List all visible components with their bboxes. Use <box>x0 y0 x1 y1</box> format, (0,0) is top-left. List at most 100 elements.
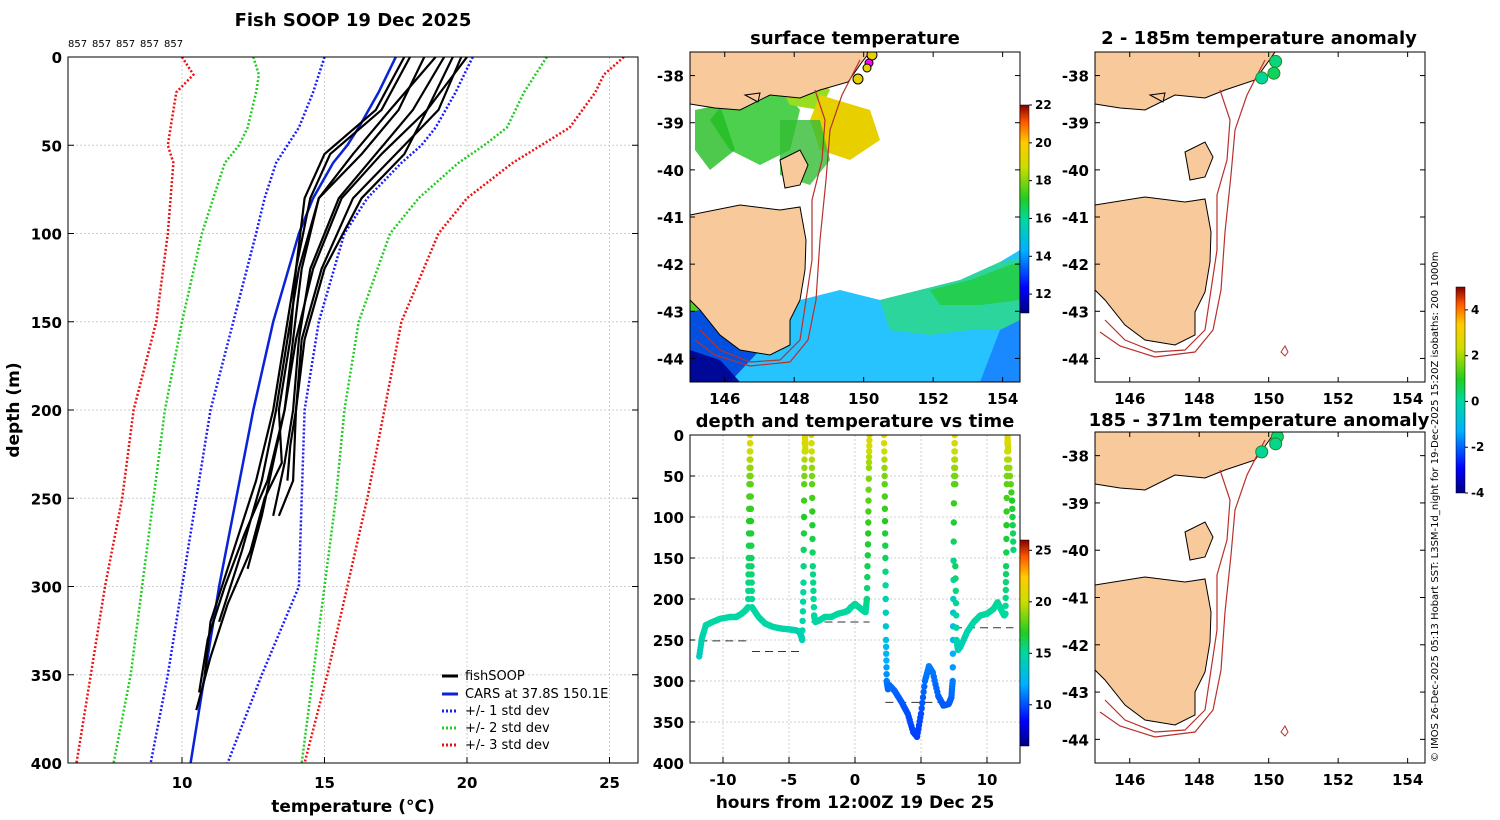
ts-point <box>865 497 872 504</box>
ts-point <box>882 595 889 603</box>
ts-point <box>747 456 754 463</box>
map-tick-label-y: -43 <box>1062 684 1089 702</box>
map-tick-label-y: -42 <box>1062 256 1089 274</box>
legend-sd3: +/- 3 std dev <box>465 738 550 753</box>
map-tick-label-x: 152 <box>1323 771 1354 789</box>
anomaly-upper-ticks: 146 148 150 152 154 -38 -39 -40 -41 -42 -43 -44 <box>1062 52 1425 408</box>
map-tick-label-y: -39 <box>1062 115 1089 133</box>
ts-point <box>747 505 755 512</box>
ts-point <box>809 535 816 543</box>
anomaly-lower-ticks: 146 148 150 152 154 -38 -39 -40 -41 -42 -43 -44 <box>1062 432 1425 789</box>
ts-point <box>747 481 754 488</box>
ts-point <box>919 694 927 701</box>
ts-point <box>1003 522 1010 529</box>
side-note: © IMOS 26-Dec-2025 05:13 Hobart SST: L3S… <box>1430 251 1441 762</box>
ts-point <box>748 571 755 578</box>
ts-point <box>917 710 925 717</box>
ts-point <box>866 437 873 444</box>
ts-point <box>1008 489 1015 496</box>
tick-label-x-20: 20 <box>457 774 478 792</box>
ts-point <box>949 664 956 671</box>
sst-map-ticks: 146 148 150 152 154 -38 -39 -40 -41 -42 -43 -44 <box>657 52 1020 408</box>
map-tick-label-x: 154 <box>987 390 1018 408</box>
ts-tick-label-x: 0 <box>850 771 860 789</box>
timeseries-panel: depth and temperature vs time -10 -5 0 5 100… <box>653 411 1052 813</box>
ts-point <box>800 513 808 521</box>
ts-point <box>809 571 817 578</box>
ts-point <box>1002 563 1010 570</box>
ts-point <box>799 608 807 615</box>
fish-cast-7 <box>246 57 454 570</box>
profile-panel: Fish SOOP 19 Dec 2025 857 857 857 857 857 10… <box>4 10 639 817</box>
map-tick-label-y: -38 <box>657 68 684 86</box>
ts-point <box>809 508 816 515</box>
colorbar-tick-label: 10 <box>1035 698 1052 712</box>
ts-point <box>1010 546 1017 553</box>
map-tick-label-x: 148 <box>1184 771 1215 789</box>
ts-point <box>865 459 873 466</box>
legend-sd1: +/- 1 std dev <box>465 704 550 719</box>
ts-point <box>1007 481 1014 488</box>
map-tick-label-y: -39 <box>657 115 684 133</box>
colorbar-tick-label: 22 <box>1035 98 1052 112</box>
ts-point <box>921 683 928 690</box>
ts-point <box>865 486 872 493</box>
anomaly-point <box>1269 54 1283 68</box>
ts-point <box>880 435 888 439</box>
map-tick-label-x: 148 <box>779 390 810 408</box>
tick-label-y-0: 0 <box>52 49 62 67</box>
ts-point <box>882 609 889 616</box>
ts-tick-label-y: 350 <box>653 714 684 732</box>
colorbar-tick-label: 12 <box>1035 287 1052 301</box>
anomaly-upper-land <box>1095 52 1276 346</box>
profile-x-label: temperature (°C) <box>271 797 435 817</box>
colorbar-tick-label: -2 <box>1471 440 1484 454</box>
anomaly-upper-panel: 2 - 185m temperature anomaly 146 148 150 15… <box>1062 28 1426 408</box>
sst-isobath-200 <box>699 89 826 363</box>
std-dev-line <box>149 57 326 763</box>
legend-sd2: +/- 2 std dev <box>465 721 550 736</box>
anomaly-lower-land <box>1095 432 1276 726</box>
tick-label-x-25: 25 <box>599 774 620 792</box>
ts-point <box>747 493 754 500</box>
colorbar-tick-label: -4 <box>1471 486 1484 500</box>
ts-point <box>865 519 872 526</box>
colorbar-tick-label: 16 <box>1035 211 1052 225</box>
ts-point <box>882 582 889 589</box>
map-tick-label-y: -41 <box>1062 590 1089 608</box>
sst-isobath-1000 <box>694 59 861 367</box>
sst-cast-markers <box>852 52 878 85</box>
ts-point <box>1003 508 1010 515</box>
tick-label-y-350: 350 <box>31 667 62 685</box>
map-tick-label-y: -38 <box>1062 68 1089 86</box>
ts-point <box>800 579 807 586</box>
ts-point <box>748 530 755 537</box>
ts-point <box>882 643 890 650</box>
ts-point <box>882 623 890 630</box>
cast-id-label: 857 <box>164 39 183 50</box>
fish-cast-8 <box>277 57 468 517</box>
fish-cast-5 <box>203 57 411 675</box>
colorbar-tick-label: 4 <box>1471 303 1479 317</box>
ts-point <box>1003 535 1010 543</box>
std-dev-line <box>300 57 548 763</box>
ts-point <box>746 435 754 439</box>
ts-point <box>800 589 807 596</box>
ts-point <box>802 448 809 455</box>
map-tick-label-x: 150 <box>848 390 879 408</box>
ts-point <box>865 475 872 482</box>
ts-point <box>953 612 960 619</box>
ts-point <box>951 435 958 439</box>
colorbar-tick-label: 18 <box>1035 174 1052 188</box>
ts-point <box>863 584 871 592</box>
cast-id-label: 857 <box>116 39 135 50</box>
ts-point <box>1002 610 1009 617</box>
ts-point <box>864 573 871 581</box>
ts-point <box>801 472 808 480</box>
ts-point <box>748 579 755 586</box>
ts-point <box>864 541 872 548</box>
ts-point <box>1008 497 1016 504</box>
cast-id-label: 857 <box>68 39 87 50</box>
colorbar-tick-label: 0 <box>1471 394 1479 408</box>
tick-label-y-200: 200 <box>31 402 62 420</box>
